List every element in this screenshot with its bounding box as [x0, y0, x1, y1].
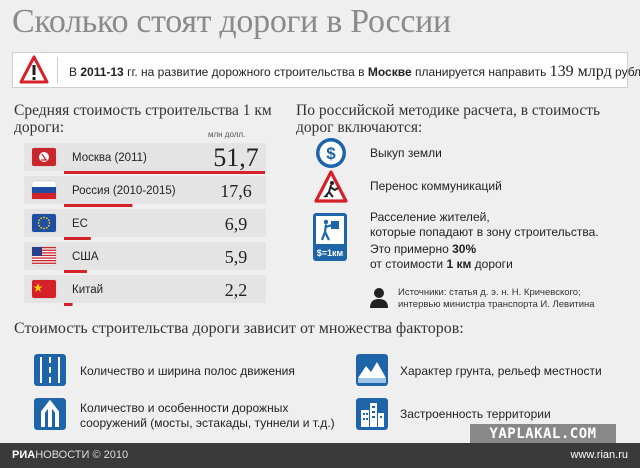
cost-item-utilities: Перенос коммуникаций — [370, 179, 502, 193]
china-flag-icon — [31, 279, 57, 299]
moscow-flag-icon — [31, 147, 57, 167]
factor-buildings: Застроенность территории — [400, 407, 551, 421]
russia-flag-icon — [31, 180, 57, 200]
cost-item-resettlement: Расселение жителей, которые попадают в з… — [370, 210, 599, 240]
chart-category-label: Китай — [72, 284, 103, 296]
warning-icon — [19, 55, 49, 84]
chart-heading: Средняя стоимость строительства 1 км дор… — [14, 102, 272, 136]
person-icon — [370, 288, 388, 308]
usa-flag-icon — [31, 246, 57, 266]
resettlement-share: Это примерно 30% от стоимости 1 км дорог… — [370, 242, 513, 271]
chart-row: ЕС 6,9 — [24, 209, 266, 240]
sources-note: Источники: статья д. э. н. Н. Кричевског… — [398, 287, 595, 310]
chart-value-label: 2,2 — [225, 280, 248, 300]
info-banner: В 2011-13 гг. на развитие дорожного стро… — [12, 52, 640, 88]
footer-url: www.rian.ru — [570, 449, 628, 461]
svg-text:$: $ — [326, 144, 336, 163]
banner-divider — [57, 57, 58, 83]
factor-structures: Количество и особенности дорожных сооруж… — [80, 401, 335, 430]
terrain-icon — [356, 354, 388, 386]
resettlement-line1: Расселение жителей, — [370, 210, 490, 224]
chart-value-label: 51,7 — [213, 143, 259, 172]
chart-bar — [64, 204, 133, 207]
chart-bar — [64, 237, 91, 240]
chart-row-bg — [24, 242, 266, 270]
resettlement-icon-label: $=1км — [317, 248, 344, 258]
chart-bar — [64, 270, 87, 273]
chart-row-bg — [24, 143, 266, 171]
chart-row: США 5,9 — [24, 242, 266, 273]
factor-terrain: Характер грунта, рельеф местности — [400, 364, 602, 378]
chart-bar — [64, 171, 265, 174]
chart-row-bg — [24, 275, 266, 303]
footer: РИАНОВОСТИ © 2010 www.rian.ru — [0, 443, 640, 468]
buildings-icon — [356, 398, 388, 430]
dollar-icon: $ — [316, 138, 346, 168]
lanes-icon — [34, 354, 66, 386]
cost-item-land: Выкуп земли — [370, 146, 442, 160]
resettlement-line2: которые попадают в зону строительства. — [370, 225, 599, 239]
chart-row-bg — [24, 209, 266, 237]
resettlement-icon: $=1км — [313, 213, 347, 261]
watermark: YAPLAKAL.COM — [470, 424, 616, 444]
road-works-icon — [314, 170, 348, 203]
cost-items-heading: По российской методике расчета, в стоимо… — [296, 102, 601, 136]
chart-row: Китай 2,2 — [24, 275, 266, 306]
chart-row: Москва (2011) 51,7 — [24, 143, 266, 174]
chart-value-label: 6,9 — [225, 214, 248, 234]
chart-category-label: Москва (2011) — [72, 152, 147, 164]
chart-category-label: США — [72, 251, 99, 263]
chart-value-label: 5,9 — [225, 247, 248, 267]
page-title: Сколько стоят дороги в России — [12, 3, 451, 40]
chart-category-label: ЕС — [72, 218, 88, 230]
factors-heading: Стоимость строительства дороги зависит о… — [14, 320, 464, 337]
share-percent: 30% — [452, 242, 477, 256]
chart-bar — [64, 303, 73, 306]
chart-category-label: Россия (2010-2015) — [72, 185, 176, 197]
unit-label: млн долл. — [208, 130, 246, 139]
chart-value-label: 17,6 — [220, 181, 252, 201]
factor-lanes: Количество и ширина полос движения — [80, 364, 295, 378]
footer-logo: РИАНОВОСТИ © 2010 — [12, 449, 129, 461]
chart-row-bg — [24, 176, 266, 204]
road-junction-icon — [34, 398, 66, 430]
eu-flag-icon — [31, 213, 57, 233]
banner-text: В 2011-13 гг. на развитие дорожного стро… — [69, 63, 640, 80]
chart-row: Россия (2010-2015) 17,6 — [24, 176, 266, 207]
